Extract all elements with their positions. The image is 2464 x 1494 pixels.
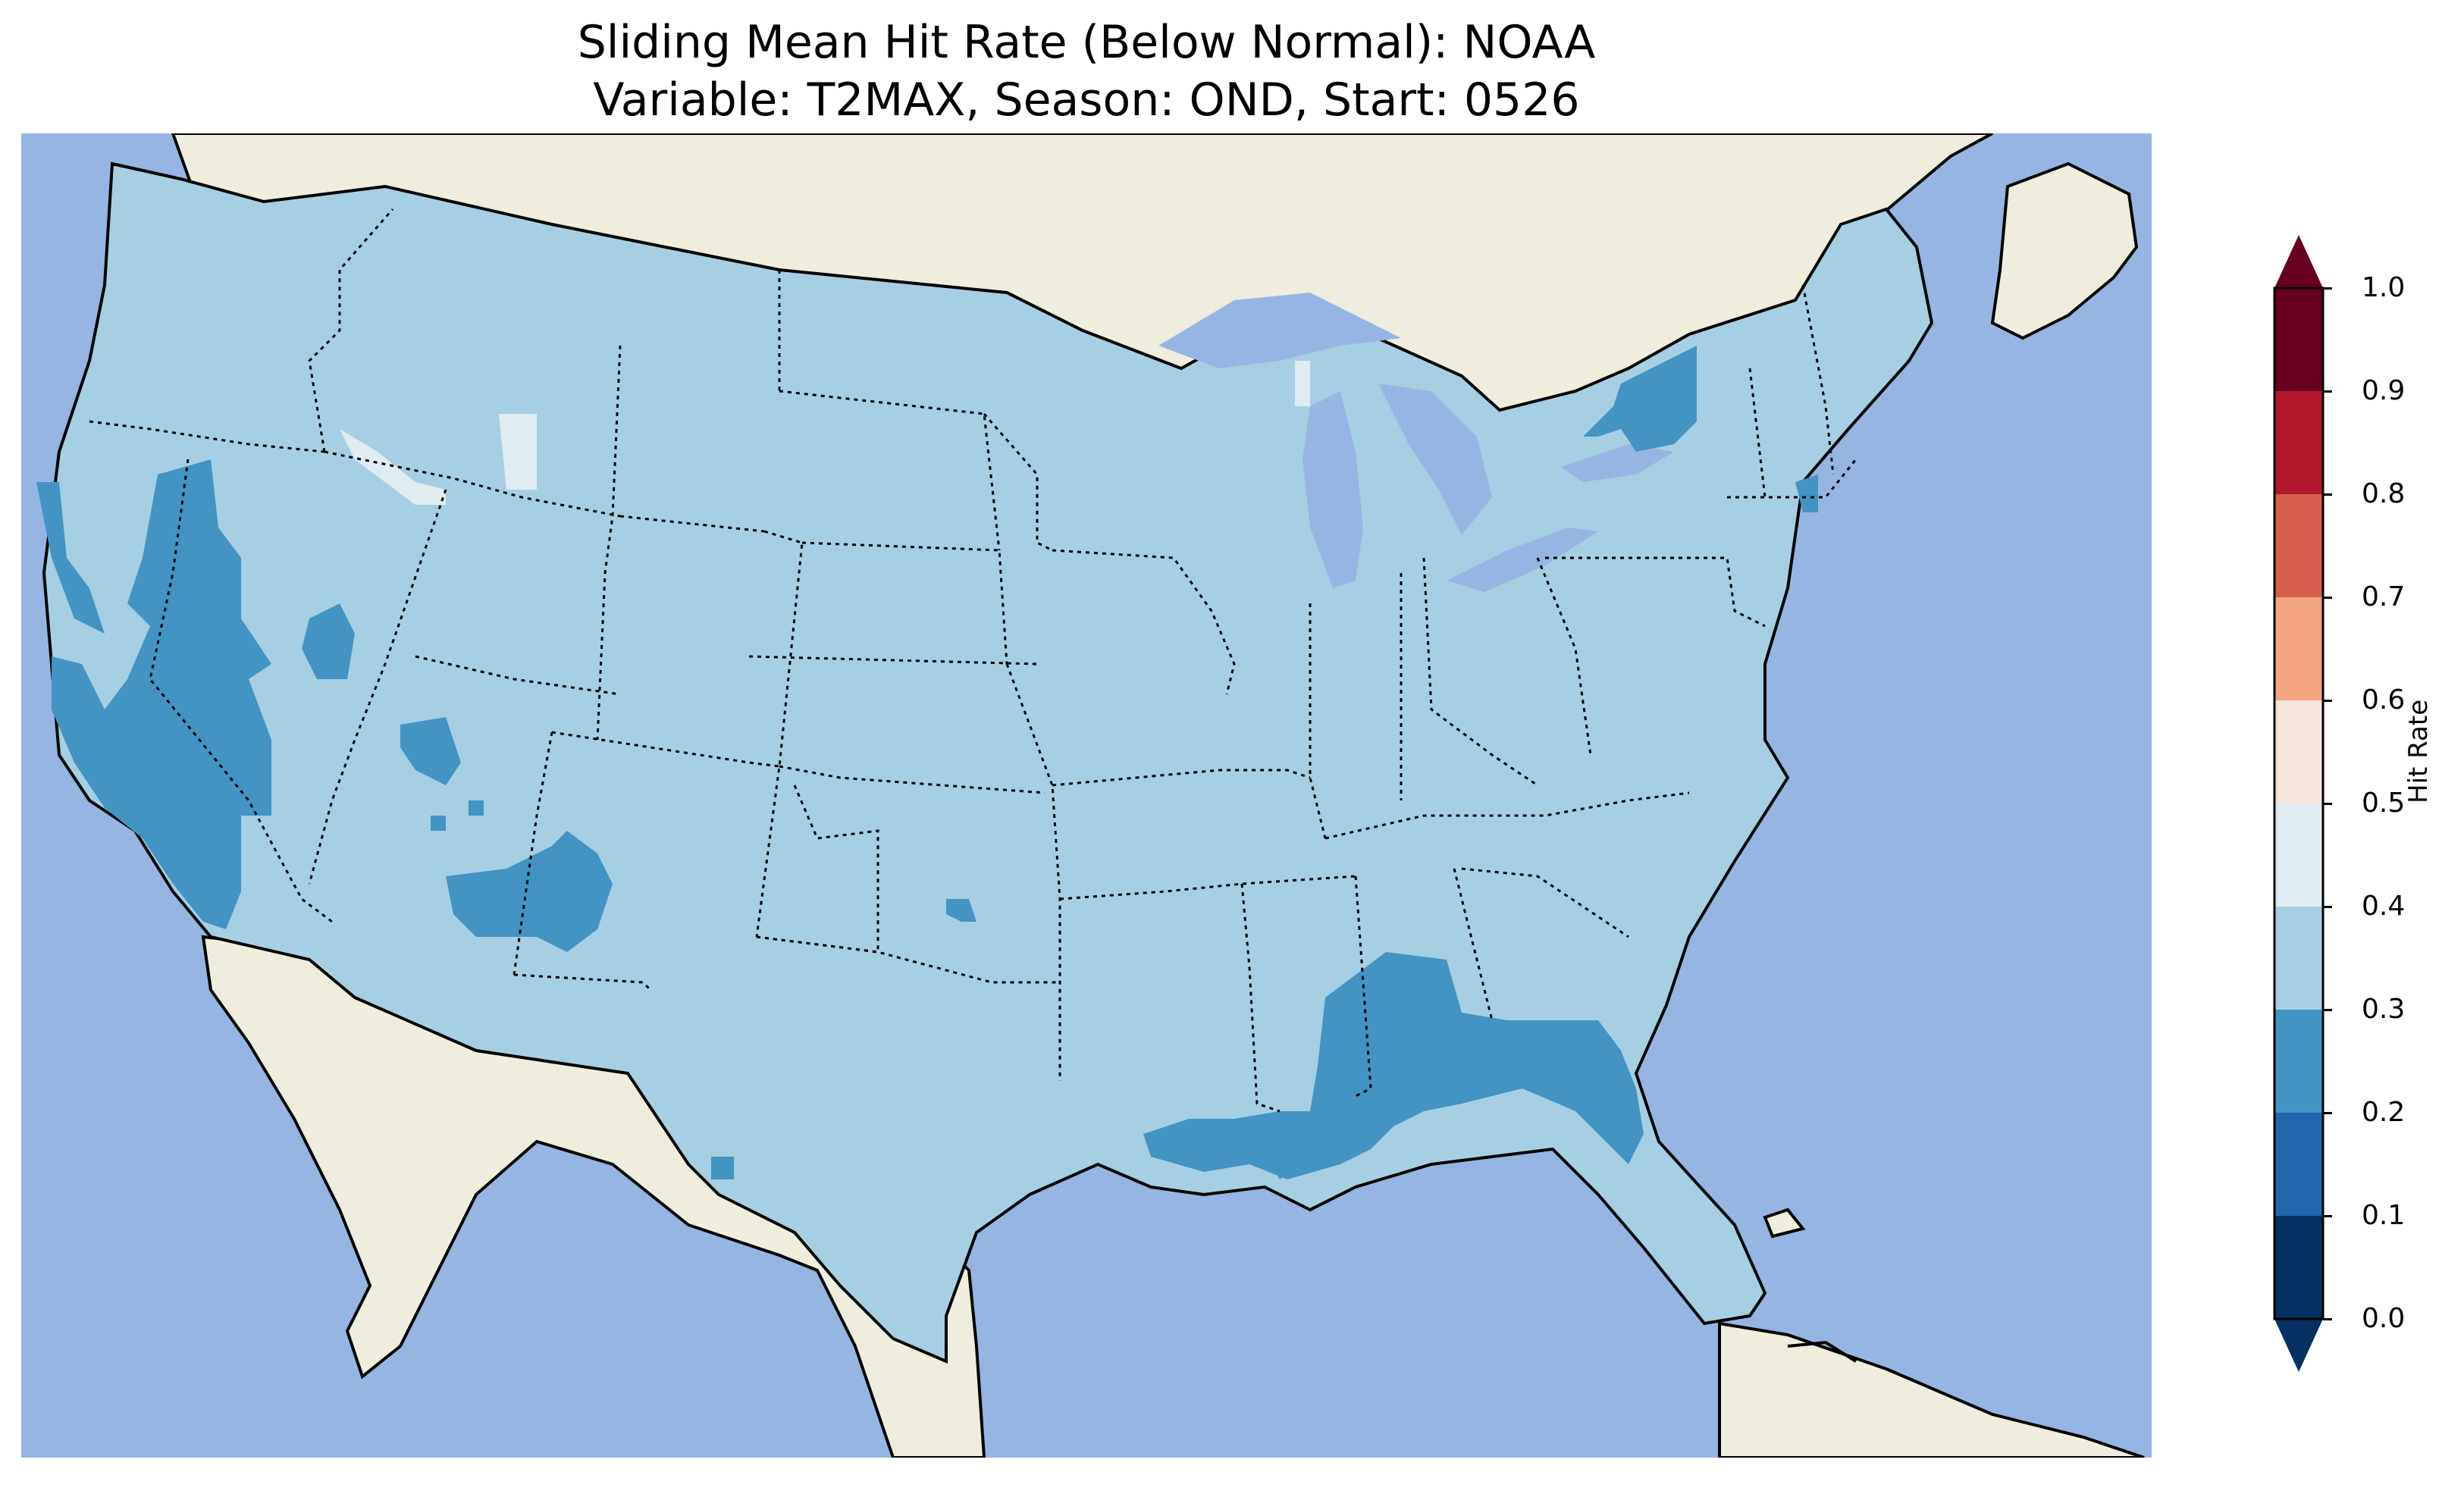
colorbar-tick-mark xyxy=(2323,493,2332,496)
land-bahamas xyxy=(1763,1207,1806,1239)
colorbar-tick-label: 0.1 xyxy=(2362,1200,2406,1231)
map-panel xyxy=(21,133,2152,1458)
colorbar-extend-bottom xyxy=(2274,1319,2323,1372)
colorbar-tick-label: 0.2 xyxy=(2362,1097,2406,1128)
map-svg xyxy=(21,133,2152,1458)
colorbar-bin xyxy=(2274,1010,2323,1113)
colorbar-tick-mark xyxy=(2323,700,2332,702)
lake-michigan xyxy=(1303,391,1363,588)
colorbar-tick-label: 0.8 xyxy=(2362,478,2406,509)
colorbar-tick-mark xyxy=(2323,1318,2332,1320)
colorbar-bin xyxy=(2274,391,2323,494)
colorbar-tick-label: 0.0 xyxy=(2362,1303,2406,1334)
colorbar-tick-mark xyxy=(2323,1112,2332,1114)
colorbar-label: Hit Rate xyxy=(2403,699,2434,803)
colorbar-tick-mark xyxy=(2323,1009,2332,1011)
colorbar-bin xyxy=(2274,1113,2323,1216)
colorbar-bin xyxy=(2274,700,2323,803)
land-cuba xyxy=(1718,1321,2145,1458)
colorbar-tick-mark xyxy=(2323,287,2332,290)
colorbar-svg xyxy=(2273,235,2324,1372)
coastline-extra xyxy=(1787,1340,1857,1363)
chart-title: Sliding Mean Hit Rate (Below Normal): NO… xyxy=(21,14,2152,129)
colorbar xyxy=(2259,235,2365,1372)
title-line-2: Variable: T2MAX, Season: OND, Start: 052… xyxy=(593,74,1580,127)
colorbar-tick-label: 0.5 xyxy=(2362,788,2406,819)
lake-superior xyxy=(1158,293,1401,368)
colorbar-tick-label: 1.0 xyxy=(2362,272,2406,303)
colorbar-bin xyxy=(2274,907,2323,1010)
colorbar-tick-label: 0.4 xyxy=(2362,891,2406,922)
low-hit-regions xyxy=(36,346,1818,1179)
colorbar-tick-label: 0.9 xyxy=(2362,375,2406,406)
colorbar-bin xyxy=(2274,803,2323,907)
title-line-1: Sliding Mean Hit Rate (Below Normal): NO… xyxy=(577,16,1596,69)
lake-erie xyxy=(1447,528,1598,592)
colorbar-bin xyxy=(2274,597,2323,700)
colorbar-tick-label: 0.3 xyxy=(2362,994,2406,1025)
lake-ontario xyxy=(1560,444,1674,482)
colorbar-tick-mark xyxy=(2323,597,2332,599)
colorbar-tick-mark xyxy=(2323,1215,2332,1217)
colorbar-tick-label: 0.6 xyxy=(2362,684,2406,716)
lake-huron xyxy=(1378,384,1492,535)
colorbar-bin xyxy=(2274,1216,2323,1319)
colorbar-bins xyxy=(2274,288,2323,1319)
colorbar-tick-mark xyxy=(2323,906,2332,908)
state-borders xyxy=(89,208,1857,1113)
colorbar-bin xyxy=(2274,494,2323,597)
colorbar-tick-mark xyxy=(2323,803,2332,805)
land-maritimes xyxy=(1990,161,2139,340)
colorbar-extend-top xyxy=(2274,235,2323,288)
colorbar-tick-mark xyxy=(2323,390,2332,393)
colorbar-tick-label: 0.7 xyxy=(2362,581,2406,612)
colorbar-bin xyxy=(2274,288,2323,391)
